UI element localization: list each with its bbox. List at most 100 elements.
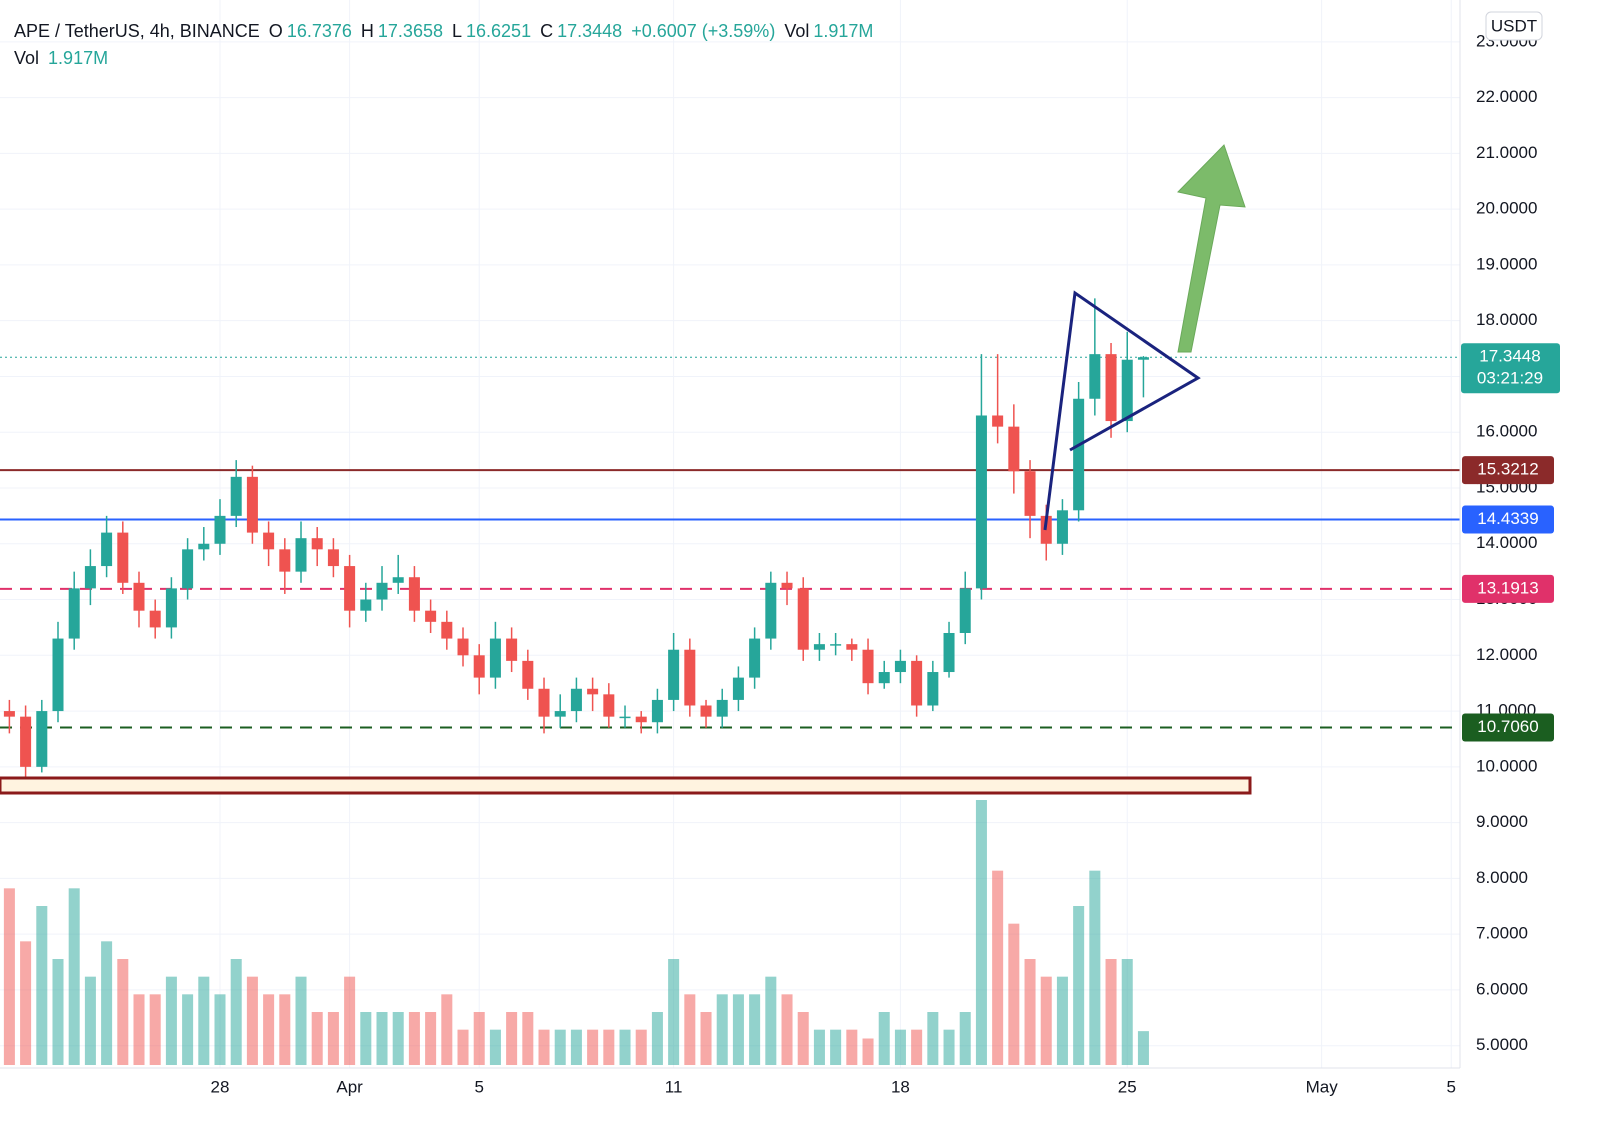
volume-bar <box>473 1012 485 1065</box>
candle-body <box>975 415 987 589</box>
level-tag <box>1462 505 1554 534</box>
candle-body <box>263 532 275 550</box>
volume-bar <box>263 994 275 1065</box>
candle-body <box>327 549 339 567</box>
countdown: 03:21:29 <box>1477 369 1543 388</box>
x-tick-label: 18 <box>891 1077 910 1096</box>
candle-body <box>894 660 906 673</box>
currency[interactable]: USDT <box>1491 16 1537 35</box>
candle-body <box>1121 359 1133 422</box>
candle-body <box>52 638 64 712</box>
candle-body <box>959 588 971 633</box>
candle-body <box>198 543 210 550</box>
symbol[interactable]: APE / TetherUS, 4h, BINANCE <box>14 21 260 41</box>
volume-bar <box>668 959 680 1065</box>
candle-body <box>182 549 194 589</box>
volume-bar <box>992 870 1004 1065</box>
volume-bar <box>360 1012 372 1065</box>
volume-bar <box>765 976 777 1065</box>
y-tick-label: 18.0000 <box>1476 310 1537 329</box>
ohlc-row: APE / TetherUS, 4h, BINANCE O 16.7376 H 17… <box>14 18 877 45</box>
candle-body <box>700 705 712 717</box>
volume-bar <box>554 1029 566 1065</box>
volume-bar <box>975 800 987 1065</box>
volume-bar <box>52 959 64 1065</box>
candle-body <box>376 582 388 600</box>
volume-bar <box>214 994 226 1065</box>
volume-bar <box>489 1029 501 1065</box>
o-label: O <box>268 21 283 41</box>
y-tick-label: 14.0000 <box>1476 533 1537 552</box>
y-tick-label: 10.0000 <box>1476 756 1537 775</box>
volume-bar <box>959 1012 971 1065</box>
change: +0.6007 (+3.59%) <box>631 21 776 41</box>
volume-bar <box>862 1038 874 1065</box>
y-tick-label: 9.0000 <box>1476 812 1528 831</box>
volume-bar <box>830 1029 842 1065</box>
x-tick-label: May <box>1306 1077 1339 1096</box>
candle-body <box>781 582 793 589</box>
volume-bar <box>101 941 113 1065</box>
zone-rect[interactable] <box>0 776 1252 795</box>
candle-body <box>1105 354 1117 422</box>
volume-bar <box>587 1029 599 1065</box>
y-tick-label: 21.0000 <box>1476 143 1537 162</box>
candle-body <box>344 566 356 611</box>
candle-body <box>716 699 728 717</box>
volume-bar <box>198 976 210 1065</box>
triangle[interactable] <box>1043 290 1201 531</box>
candle-body <box>441 621 453 639</box>
candle-body <box>36 711 48 767</box>
vol-row: Vol 1.917M <box>14 45 877 72</box>
vol-value: 1.917M <box>813 21 874 41</box>
last-price-label: 17.3448 <box>1479 347 1540 366</box>
volume-bar <box>133 994 145 1065</box>
candle-body <box>635 716 647 723</box>
volume-bar <box>425 1012 437 1065</box>
y-tick-label: 20.0000 <box>1476 199 1537 218</box>
candle-body <box>506 638 518 661</box>
candle-body <box>20 716 32 767</box>
level-label: 13.1913 <box>1477 578 1538 597</box>
candle-body <box>878 672 890 684</box>
level-tag <box>1462 574 1554 603</box>
candle-body <box>797 588 809 650</box>
candle-body <box>911 660 923 706</box>
y-tick-label: 16.0000 <box>1476 422 1537 441</box>
volume-bar <box>279 994 291 1065</box>
candle-body <box>651 699 663 723</box>
y-tick-label: 19.0000 <box>1476 254 1537 273</box>
volume-bar <box>943 1029 955 1065</box>
volume-bar <box>3 888 15 1065</box>
volume-bar <box>1073 906 1085 1065</box>
y-tick-label: 8.0000 <box>1476 868 1528 887</box>
volume-bar <box>1089 870 1101 1065</box>
candle-body <box>749 638 761 678</box>
candle-body <box>408 577 420 611</box>
candle-body <box>214 515 226 544</box>
volume-bar <box>619 1029 631 1065</box>
volume-bar <box>1040 976 1052 1065</box>
candle-body <box>732 677 744 700</box>
volume-bar <box>1008 923 1020 1065</box>
candle-body <box>311 538 323 550</box>
y-tick-label: 6.0000 <box>1476 979 1528 998</box>
volume-bar <box>457 1029 469 1065</box>
candle-body <box>360 599 372 611</box>
currency-button[interactable] <box>1485 11 1543 41</box>
volume-bar <box>1024 959 1036 1065</box>
candle-body <box>279 549 291 572</box>
candle-body <box>149 610 161 628</box>
candle-body <box>101 532 113 567</box>
candle-body <box>295 538 307 572</box>
candle-body <box>489 638 501 678</box>
candle-body <box>813 644 825 650</box>
x-tick-label: 28 <box>211 1077 230 1096</box>
volume-bar <box>538 1029 550 1065</box>
arrow[interactable] <box>1177 144 1246 353</box>
volume-bar <box>344 976 356 1065</box>
volume-bar <box>878 1012 890 1065</box>
volume-bar <box>20 941 32 1065</box>
x-tick-label: Apr <box>336 1077 363 1096</box>
volume-bar <box>797 1012 809 1065</box>
